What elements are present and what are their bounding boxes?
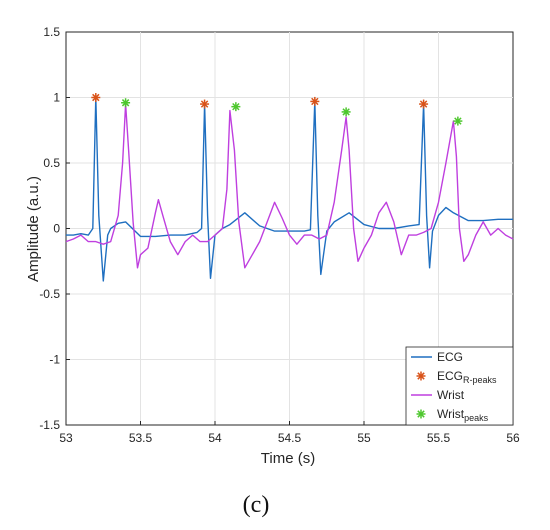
x-tick-label: 53.5	[129, 431, 153, 445]
legend-label-subscript: R-peaks	[463, 375, 497, 385]
ecg_r-peaks-marker	[200, 99, 210, 109]
x-tick-label: 54	[208, 431, 222, 445]
wrist_peaks-marker	[231, 102, 241, 112]
x-axis-ticks: 53 53.5 54 54.5 55 55.5 56	[59, 421, 520, 445]
peak-markers	[91, 93, 463, 126]
y-axis-ticks: -1.5 -1 -0.5 0 0.5 1 1.5	[39, 25, 70, 432]
x-tick-label: 54.5	[278, 431, 302, 445]
y-axis-label: Amplitude (a.u.)	[25, 176, 42, 282]
x-tick-label: 55	[357, 431, 371, 445]
x-tick-label: 55.5	[427, 431, 451, 445]
y-tick-label: 0.5	[43, 156, 60, 170]
legend-ecg-r-peaks-swatch	[416, 371, 426, 381]
y-tick-label: 0	[53, 222, 60, 236]
x-axis-label: Time (s)	[261, 450, 315, 467]
series-wrist-line	[65, 103, 514, 269]
x-tick-label: 56	[506, 431, 520, 445]
y-tick-label: -0.5	[39, 287, 60, 301]
legend-label: ECG	[437, 350, 463, 364]
y-tick-label: -1.5	[39, 418, 60, 432]
ecg_r-peaks-marker	[419, 99, 429, 109]
y-tick-label: -1	[49, 353, 60, 367]
wrist_peaks-marker	[121, 98, 131, 108]
wrist_peaks-marker	[453, 116, 463, 126]
legend-label-subscript: peaks	[464, 413, 489, 423]
legend-label: Wrist	[437, 388, 465, 402]
legend-wrist-peaks-swatch	[416, 409, 426, 419]
y-tick-label: 1	[53, 91, 60, 105]
wrist_peaks-marker	[341, 107, 351, 117]
ecg_r-peaks-marker	[91, 93, 101, 102]
y-tick-label: 1.5	[43, 25, 60, 39]
panel-label: (c)	[243, 492, 270, 518]
series-layer	[65, 96, 514, 282]
series-ecg-line	[66, 96, 513, 282]
x-tick-label: 53	[59, 431, 73, 445]
ecg_r-peaks-marker	[310, 96, 320, 106]
